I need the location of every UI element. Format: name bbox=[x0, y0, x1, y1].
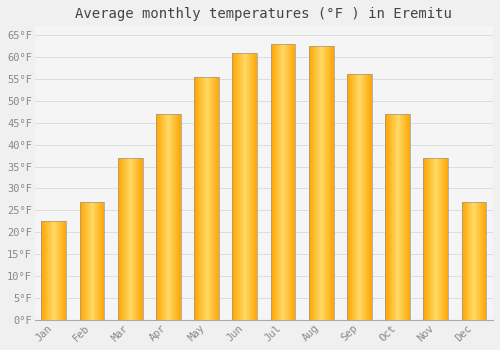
Bar bbox=[309, 46, 334, 320]
Bar bbox=[194, 77, 219, 320]
Bar bbox=[118, 158, 142, 320]
Bar bbox=[424, 158, 448, 320]
Title: Average monthly temperatures (°F ) in Eremitu: Average monthly temperatures (°F ) in Er… bbox=[76, 7, 452, 21]
Bar bbox=[156, 114, 181, 320]
Bar bbox=[270, 44, 295, 320]
Bar bbox=[385, 114, 410, 320]
Bar bbox=[42, 221, 66, 320]
Bar bbox=[232, 52, 257, 320]
Bar bbox=[462, 202, 486, 320]
Bar bbox=[80, 202, 104, 320]
Bar bbox=[347, 75, 372, 320]
